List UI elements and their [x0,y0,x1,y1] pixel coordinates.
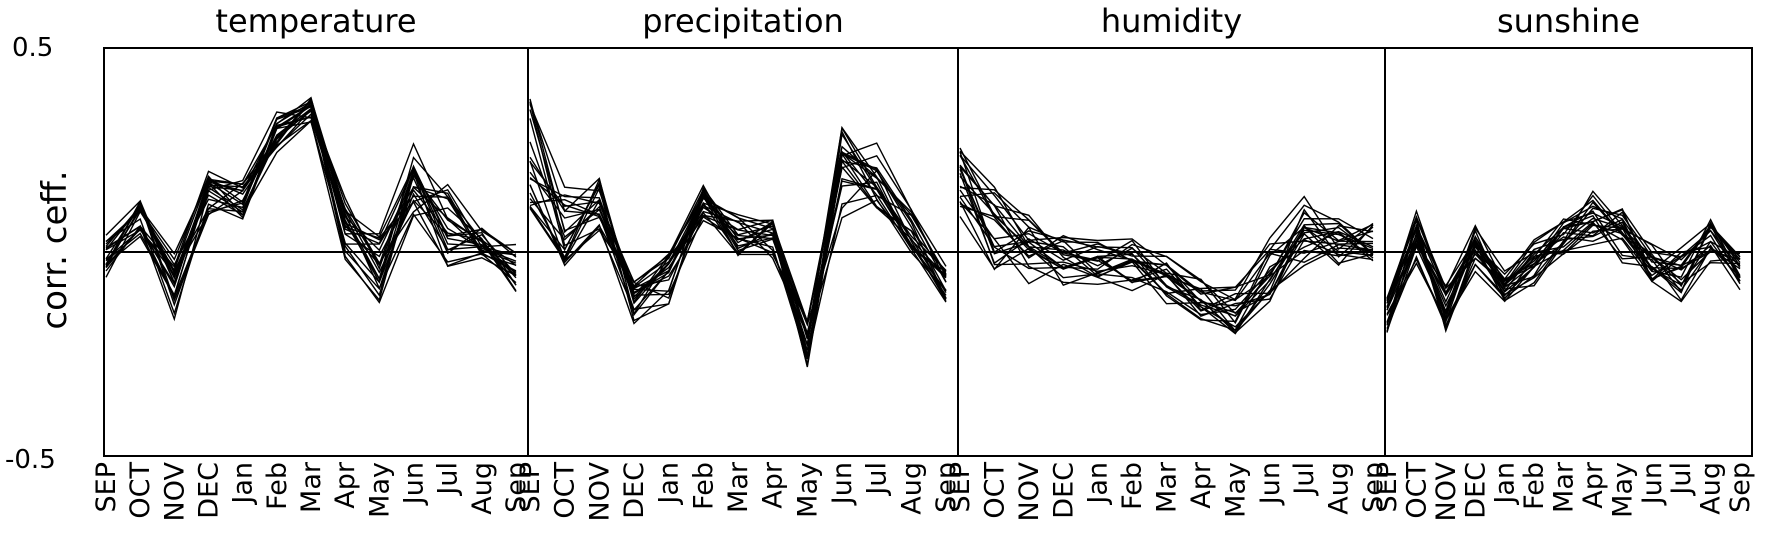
series-line [959,172,1374,323]
x-tick-label: Aug [1696,462,1727,515]
x-tick-label: May [792,462,823,518]
x-tick-label: DEC [1048,462,1079,519]
x-tick-label: Apr [330,461,361,509]
series-line [959,147,1374,316]
x-tick-label: Jan [1490,462,1521,506]
x-tick-label: Jun [1637,462,1668,506]
series-line [105,99,517,285]
series-line [105,101,517,290]
y-tick-bottom: -0.5 [5,445,56,475]
x-tick-label: May [364,462,395,518]
x-tick-label: NOV [1431,461,1462,521]
series-line [1386,218,1741,332]
series-line [529,177,947,351]
series-line [1386,201,1741,304]
x-tick-label: OCT [979,462,1010,519]
x-tick-label: May [1607,462,1638,518]
x-tick-label: Apr [758,461,789,509]
x-tick-label: DEC [1460,462,1491,519]
x-tick-label: May [1220,462,1251,518]
series-line [105,119,517,297]
x-tick-label: SEP [1372,462,1403,512]
panel-title: precipitation [642,2,844,40]
x-tick-label: OCT [1401,462,1432,519]
series-line [959,150,1374,301]
series-line [529,169,947,327]
x-tick-label: Jul [433,462,464,497]
series-line [1386,221,1741,332]
series-line [529,141,947,366]
series-line [959,203,1374,292]
x-tick-label: Jan [228,462,259,506]
series-line [959,169,1374,311]
x-tick-label: Mar [723,461,754,513]
series-line [1386,216,1741,333]
x-tick-label: Jul [1666,462,1697,497]
series-line [105,105,517,278]
x-tick-label: SEP [91,462,122,512]
series-line [959,151,1374,317]
series-line [959,166,1374,332]
x-tick-label: Mar [296,461,327,513]
x-tick-label: Sep [1725,462,1756,513]
series-line [105,104,517,274]
x-tick-label: Jan [1083,462,1114,506]
x-tick-label: Feb [262,462,293,510]
x-tick-label: Aug [896,462,927,515]
x-tick-label: Mar [1549,461,1580,513]
x-tick-label: Aug [1324,462,1355,515]
x-tick-label: SEP [945,462,976,512]
x-tick-label: Sep [931,462,962,513]
panel-title: sunshine [1497,2,1640,40]
x-tick-label: Sep [501,462,532,513]
x-tick-label: Mar [1152,461,1183,513]
x-tick-label: SEP [515,462,546,512]
series-line [529,101,947,356]
x-tick-label: Feb [688,462,719,510]
series-line [959,175,1374,295]
series-line [105,119,517,322]
x-tick-label: NOV [584,461,615,521]
series-line [529,158,947,325]
series-line [529,132,947,360]
x-tick-label: Apr [1186,461,1217,509]
y-tick-top: 0.5 [12,33,53,63]
series-line [529,180,947,337]
series-line [1386,227,1741,308]
x-tick-label: Feb [1519,462,1550,510]
x-tick-label: Feb [1117,462,1148,510]
x-tick-label: Sep [1358,462,1389,513]
x-tick-label: NOV [1014,461,1045,521]
series-line [959,205,1374,328]
panel-title: temperature [215,2,416,40]
series-line [529,98,947,339]
series-line [1386,208,1741,299]
x-tick-label: Apr [1578,461,1609,509]
x-tick-label: DEC [194,462,225,519]
series-line [959,192,1374,302]
x-tick-label: NOV [159,461,190,521]
x-tick-label: OCT [125,462,156,519]
series-line [529,109,947,348]
series-line [959,164,1374,331]
x-tick-label: Jan [654,462,685,506]
series-line [959,166,1374,335]
series-line [529,159,947,368]
x-tick-label: DEC [619,462,650,519]
x-tick-label: Aug [467,462,498,515]
y-axis-label: corr. ceff. [35,170,75,329]
x-tick-label: Jun [827,462,858,506]
x-tick-label: Jun [1255,462,1286,506]
panel-title: humidity [1101,2,1242,40]
series-line [105,97,517,303]
x-tick-label: Jul [1289,462,1320,497]
x-tick-label: OCT [550,462,581,519]
series-line [529,161,947,336]
x-tick-label: Jul [862,462,893,497]
x-tick-label: Jun [399,462,430,506]
series-line [1386,194,1741,307]
